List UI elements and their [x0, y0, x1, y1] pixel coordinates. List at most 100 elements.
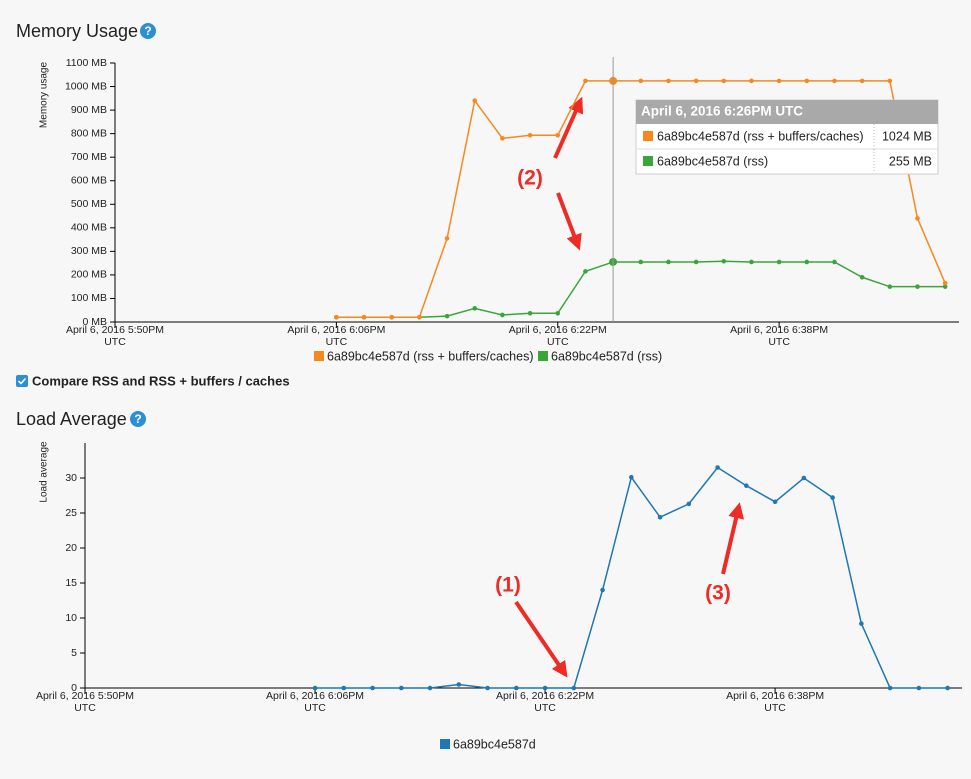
tooltip-title: April 6, 2016 6:26PM UTC	[641, 104, 803, 119]
x-tick-label: April 6, 2016 6:06PM UTC	[287, 324, 386, 348]
y-tick-label: 30	[65, 472, 77, 484]
data-point	[666, 78, 671, 84]
data-point	[832, 259, 837, 265]
data-point	[887, 685, 893, 691]
data-point	[444, 313, 450, 319]
annotation: (2)	[517, 167, 543, 190]
data-point	[749, 78, 754, 84]
data-point	[721, 78, 727, 84]
data-point	[555, 132, 561, 138]
legend-label: 6a89bc4e587d	[453, 737, 536, 751]
help-icon[interactable]	[130, 411, 146, 427]
y-tick-label: 20	[65, 542, 77, 554]
data-point	[666, 259, 671, 265]
y-tick-label: 5	[71, 647, 77, 659]
y-tick-label: 600 MB	[71, 175, 107, 187]
y-tick-label: 400 MB	[71, 222, 107, 234]
data-point	[312, 685, 318, 691]
annotation: (1)	[495, 574, 521, 597]
y-tick-label: 900 MB	[71, 104, 107, 116]
data-point	[583, 78, 588, 84]
help-icon-text[interactable]: ?	[134, 412, 141, 426]
y-tick-label: 800 MB	[71, 127, 107, 139]
data-point	[472, 306, 478, 311]
legend-label: 6a89bc4e587d (rss)	[551, 349, 662, 363]
y-tick-label: 1000 MB	[65, 80, 107, 92]
data-point	[830, 495, 835, 500]
y-axis-label: Memory usage	[39, 61, 50, 128]
data-point	[398, 685, 404, 691]
data-point	[749, 259, 754, 265]
y-axis-label: Load average	[39, 441, 50, 503]
data-point	[715, 465, 720, 470]
tooltip-name: 6a89bc4e587d (rss)	[657, 154, 768, 168]
legend-label: 6a89bc4e587d (rss + buffers/caches)	[327, 349, 534, 363]
data-point	[915, 216, 920, 221]
data-point	[804, 259, 810, 265]
data-point	[721, 258, 727, 264]
data-point	[500, 136, 505, 141]
tooltip-value: 255 MB	[889, 154, 932, 168]
data-point	[915, 284, 920, 289]
tooltip-value: 1024 MB	[882, 129, 932, 143]
x-tick-label: April 6, 2016 6:38PM UTC	[730, 324, 829, 348]
data-point	[500, 312, 505, 318]
data-point	[686, 501, 692, 507]
data-point	[693, 78, 699, 84]
y-tick-label: 0	[71, 682, 77, 694]
y-tick-label: 15	[65, 577, 77, 589]
checkbox-label[interactable]: Compare RSS and RSS + buffers / caches	[32, 373, 290, 388]
data-point	[744, 483, 749, 489]
tooltip-name: 6a89bc4e587d (rss + buffers/caches)	[657, 129, 864, 143]
annotation-arrow	[721, 502, 744, 575]
data-point	[801, 475, 807, 481]
data-point	[638, 259, 644, 265]
checkbox-check	[17, 377, 27, 385]
y-tick-label: 100 MB	[71, 292, 107, 304]
series-group	[312, 465, 950, 691]
data-point	[638, 78, 644, 84]
data-point	[629, 475, 634, 480]
data-point	[514, 685, 519, 691]
data-point	[542, 685, 548, 691]
y-tick-label: 0 MB	[82, 316, 107, 328]
section-title: Load Average	[16, 409, 127, 429]
data-point	[555, 310, 561, 316]
help-icon-text[interactable]: ?	[144, 24, 151, 38]
x-tick-label: April 6, 2016 6:06PM UTC	[266, 690, 365, 714]
annotation-arrow	[514, 600, 568, 678]
data-point	[417, 314, 422, 320]
data-point	[427, 685, 433, 691]
y-tick-label: 700 MB	[71, 151, 107, 163]
series-line	[336, 260, 946, 319]
x-tick-label: April 6, 2016 6:22PM UTC	[496, 690, 595, 714]
annotation-arrow	[553, 96, 584, 159]
data-point	[571, 685, 577, 691]
tooltip-header	[636, 100, 938, 124]
data-point	[945, 685, 950, 691]
y-tick-label: 1100 MB	[66, 57, 107, 69]
data-point	[942, 280, 948, 286]
series-line	[315, 466, 948, 689]
data-point	[693, 259, 699, 265]
y-tick-label: 500 MB	[71, 198, 107, 210]
data-point	[887, 78, 893, 84]
help-icon[interactable]	[140, 23, 156, 39]
data-point	[887, 284, 893, 289]
data-point	[942, 284, 948, 289]
y-tick-label: 25	[65, 507, 77, 519]
checkbox[interactable]	[16, 375, 28, 387]
data-point	[389, 314, 395, 320]
data-point	[456, 682, 462, 687]
series-group	[334, 76, 948, 320]
data-point	[485, 685, 490, 691]
x-tick-label: April 6, 2016 6:22PM UTC	[508, 324, 607, 348]
data-point	[472, 98, 478, 103]
x-tick-label: April 6, 2016 6:38PM UTC	[726, 690, 825, 714]
x-tick-label: April 6, 2016 5:50PM UTC	[65, 324, 165, 348]
tooltip-swatch	[643, 131, 653, 141]
data-point	[370, 685, 375, 691]
x-tick-label: April 6, 2016 5:50PM UTC	[35, 690, 135, 714]
